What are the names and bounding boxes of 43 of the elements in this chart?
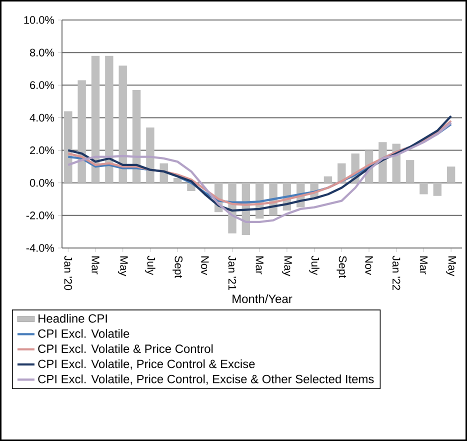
legend-label: CPI Excl. Volatile & Price Control — [38, 344, 213, 353]
bar — [146, 127, 154, 183]
bar — [406, 160, 414, 183]
x-tick-label: Jan '22 — [392, 256, 400, 290]
y-tick-label: -4.0% — [26, 244, 54, 252]
bar — [64, 111, 72, 183]
bar — [118, 66, 127, 183]
bar — [78, 80, 86, 183]
legend-label: Headline CPI — [38, 314, 107, 323]
x-tick-label: May — [282, 256, 292, 276]
x-tick-label: Mar — [92, 256, 100, 274]
line-series — [67, 122, 452, 224]
bar — [173, 178, 182, 183]
x-tick-label: Nov — [201, 256, 209, 275]
y-tick-label: 2.0% — [30, 146, 54, 154]
bar — [105, 56, 114, 183]
y-tick-label: 0.0% — [30, 178, 54, 187]
bar — [132, 90, 141, 183]
x-tick-label: July — [309, 256, 320, 275]
y-tick-label: 10.0% — [24, 16, 54, 24]
legend-label: CPI Excl. Volatile, Price Control & Excise — [38, 359, 255, 370]
y-tick-label: 4.0% — [30, 114, 54, 122]
bar — [324, 176, 332, 183]
y-tick-label: 8.0% — [30, 48, 54, 56]
x-tick-label: July — [145, 256, 156, 275]
bar — [420, 182, 428, 194]
y-tick-label: -2.0% — [26, 212, 54, 220]
bar — [446, 166, 456, 183]
x-tick-label: Sept — [336, 256, 347, 278]
x-tick-label: Mar — [420, 256, 428, 274]
x-tick-label: Jan '21 — [228, 256, 236, 290]
x-tick-label: May — [446, 256, 456, 276]
x-tick-label: May — [118, 256, 128, 276]
legend-label: CPI Excl. Volatile, Price Control, Excise & Other Selected Items — [38, 374, 374, 385]
legend-label: CPI Excl. Volatile — [38, 329, 130, 338]
x-tick-label: Mar — [256, 256, 264, 274]
bar — [91, 56, 100, 183]
bar — [433, 182, 442, 196]
x-tick-label: Sept — [172, 256, 183, 278]
x-tick-label: Jan '20 — [64, 256, 72, 290]
x-tick-label: Nov — [365, 256, 373, 275]
y-tick-label: 6.0% — [30, 81, 54, 90]
x-axis-title: Month/Year — [232, 294, 292, 304]
